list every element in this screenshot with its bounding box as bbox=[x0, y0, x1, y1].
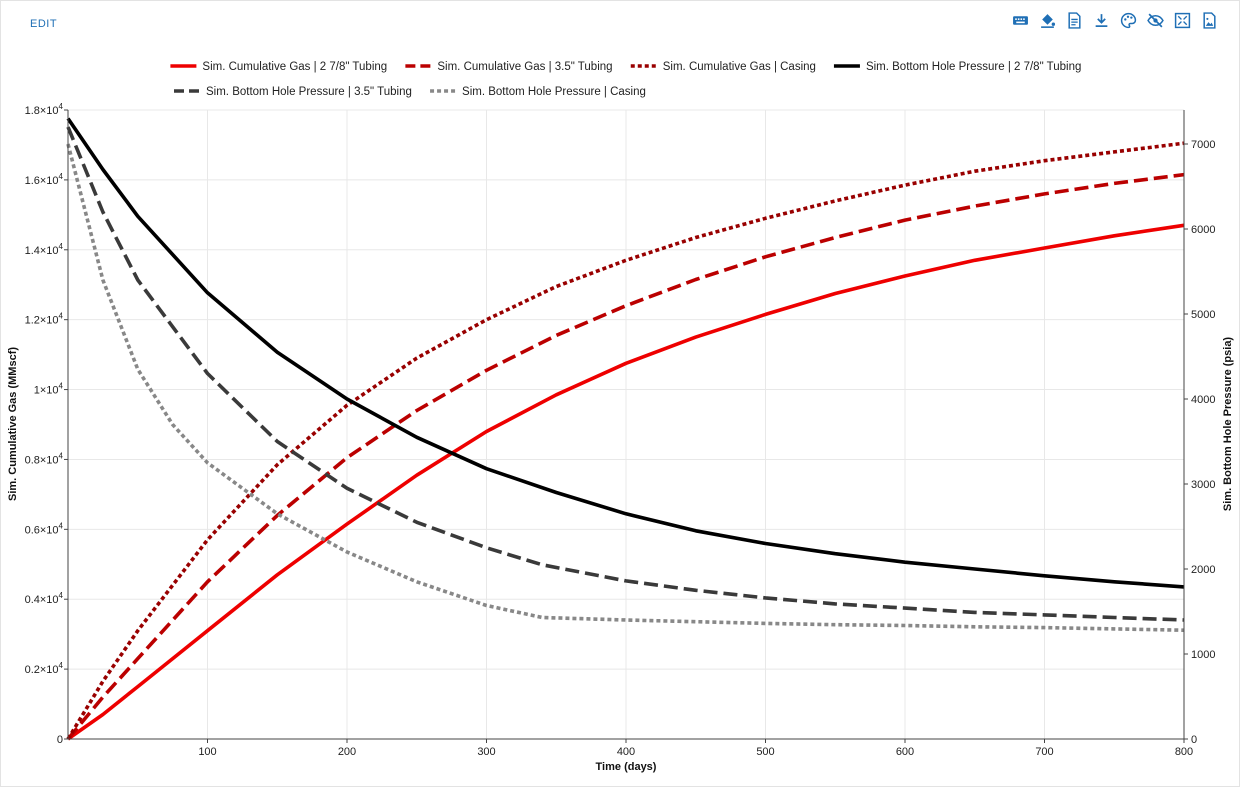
series-line-1 bbox=[66, 223, 1185, 741]
x-tick-label: 600 bbox=[896, 746, 914, 758]
y-axis-title: Sim. Cumulative Gas (MMscf) bbox=[7, 347, 19, 501]
y-tick-label: 0.4×104 bbox=[25, 591, 64, 606]
edit-link[interactable]: EDIT bbox=[30, 18, 58, 30]
palette-icon[interactable] bbox=[1120, 12, 1137, 29]
document-icon[interactable] bbox=[1066, 12, 1083, 29]
y2-tick-label: 2000 bbox=[1191, 564, 1215, 576]
expand-icon[interactable] bbox=[1174, 12, 1191, 29]
download-icon[interactable] bbox=[1093, 12, 1110, 29]
legend-label-5: Sim. Bottom Hole Pressure | 3.5" Tubing bbox=[206, 86, 412, 98]
legend-label-1: Sim. Cumulative Gas | 2 7/8" Tubing bbox=[202, 61, 387, 73]
y2-axis-title: Sim. Bottom Hole Pressure (psia) bbox=[1222, 337, 1234, 512]
grid-lines bbox=[68, 109, 1185, 740]
y-tick-label: 0 bbox=[57, 734, 63, 746]
y-tick-label: 1.4×104 bbox=[25, 242, 64, 257]
legend: Sim. Cumulative Gas | 2 7/8" Tubing Sim. … bbox=[170, 61, 1081, 98]
series-lines bbox=[66, 117, 1185, 741]
x-tick-label: 100 bbox=[198, 746, 216, 758]
y2-tick-label: 4000 bbox=[1191, 394, 1215, 406]
chart-toolbar bbox=[1012, 12, 1218, 29]
y-tick-label: 0.2×104 bbox=[25, 661, 64, 676]
y2-tick-label: 7000 bbox=[1191, 139, 1215, 151]
x-tick-label: 200 bbox=[338, 746, 356, 758]
legend-label-3: Sim. Cumulative Gas | Casing bbox=[663, 61, 816, 73]
x-tick-label: 700 bbox=[1035, 746, 1053, 758]
legend-label-4: Sim. Bottom Hole Pressure | 2 7/8" Tubin… bbox=[866, 61, 1081, 73]
y-tick-label: 0.6×104 bbox=[25, 521, 64, 536]
series-line-3 bbox=[66, 141, 1185, 740]
x-axis-title: Time (days) bbox=[596, 761, 657, 773]
legend-label-6: Sim. Bottom Hole Pressure | Casing bbox=[462, 86, 646, 98]
x-tick-label: 800 bbox=[1175, 746, 1193, 758]
y-tick-label: 0.8×104 bbox=[25, 451, 64, 466]
y2-tick-label: 0 bbox=[1191, 734, 1197, 746]
legend-label-2: Sim. Cumulative Gas | 3.5" Tubing bbox=[437, 61, 612, 73]
x-tick-label: 400 bbox=[617, 746, 635, 758]
y-tick-label: 1.6×104 bbox=[25, 172, 64, 187]
eye-off-icon[interactable] bbox=[1147, 12, 1164, 29]
series-line-6 bbox=[66, 143, 1185, 632]
y-tick-label: 1.2×104 bbox=[25, 312, 64, 327]
x-tick-label: 300 bbox=[477, 746, 495, 758]
series-line-2 bbox=[66, 172, 1185, 741]
y2-tick-label: 5000 bbox=[1191, 309, 1215, 321]
y-tick-label: 1.8×104 bbox=[25, 102, 64, 117]
y2-tick-label: 6000 bbox=[1191, 224, 1215, 236]
paint-bucket-icon[interactable] bbox=[1039, 12, 1056, 29]
y2-tick-label: 3000 bbox=[1191, 479, 1215, 491]
keyboard-icon[interactable] bbox=[1012, 12, 1029, 29]
y-tick-label: 1×104 bbox=[34, 382, 64, 397]
series-line-5 bbox=[66, 126, 1185, 622]
image-export-icon[interactable] bbox=[1201, 12, 1218, 29]
series-line-4 bbox=[66, 117, 1185, 589]
x-tick-label: 500 bbox=[756, 746, 774, 758]
y2-tick-label: 1000 bbox=[1191, 649, 1215, 661]
axes: 100 200 300 400 500 600 700 80000.2×1040.4×1040… bbox=[25, 102, 1216, 758]
